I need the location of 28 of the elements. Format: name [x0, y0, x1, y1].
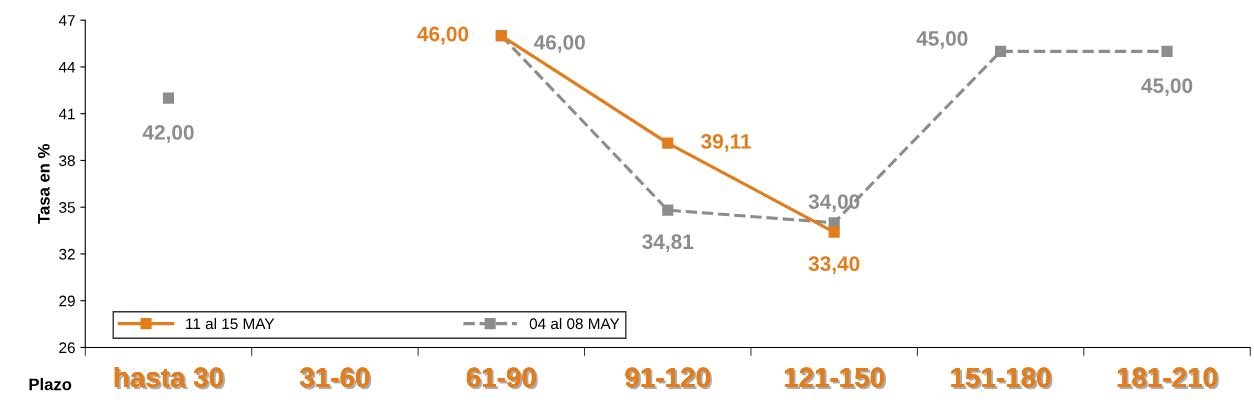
x-tick-label: hasta 30: [114, 366, 226, 390]
data-label: 46,00: [417, 26, 469, 45]
x-tick-label: 151-180: [951, 367, 1053, 390]
x-tick-label: 121-150: [784, 367, 887, 390]
y-tick-label: 38: [59, 155, 75, 167]
y-tick-label: 29: [59, 295, 75, 307]
data-label: 34,00: [808, 194, 860, 212]
y-tick-label: 47: [58, 15, 75, 26]
x-axis-title: Plazo: [29, 378, 72, 391]
legend-label: 04 al 08 MAY: [529, 317, 620, 330]
data-label: 33,40: [808, 256, 860, 275]
data-label: 39,11: [701, 133, 751, 152]
y-tick-label: 26: [59, 342, 75, 354]
data-label: 46,00: [533, 34, 585, 53]
data-label: 34,81: [642, 234, 694, 253]
x-tick-label: 91-120: [625, 367, 712, 390]
y-tick-label: 32: [59, 248, 75, 260]
x-tick-label: 31-60: [300, 367, 372, 390]
y-tick-label: 41: [58, 108, 75, 120]
legend-label: 11 al 15 MAY: [186, 317, 275, 330]
y-axis-title: Tasa en %: [37, 144, 50, 224]
y-tick-label: 44: [58, 61, 76, 73]
y-tick-label: 35: [59, 202, 75, 213]
x-tick-label: 61-90: [466, 367, 538, 390]
x-tick-label: 181-210: [1117, 367, 1219, 390]
data-label: 45,00: [1141, 78, 1193, 97]
data-label: 45,00: [916, 31, 968, 49]
data-label: 42,00: [142, 125, 194, 143]
